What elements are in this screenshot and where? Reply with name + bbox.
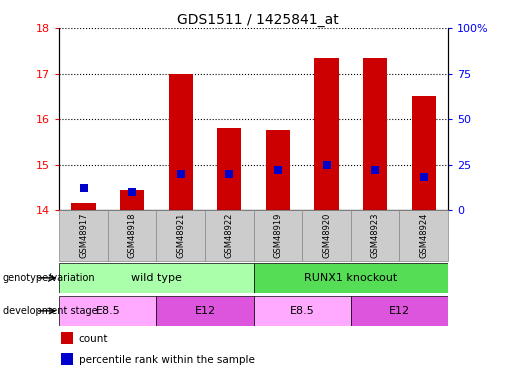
Text: GSM48923: GSM48923 xyxy=(371,213,380,258)
Text: E8.5: E8.5 xyxy=(95,306,120,316)
Text: wild type: wild type xyxy=(131,273,182,283)
Bar xyxy=(72,203,96,210)
Bar xyxy=(157,296,253,326)
Bar xyxy=(61,353,73,364)
Point xyxy=(371,167,379,173)
Text: genotype/variation: genotype/variation xyxy=(3,273,95,283)
Text: RUNX1 knockout: RUNX1 knockout xyxy=(304,273,398,283)
Bar xyxy=(205,210,253,261)
Bar xyxy=(411,96,436,210)
Text: GSM48922: GSM48922 xyxy=(225,213,234,258)
Text: percentile rank within the sample: percentile rank within the sample xyxy=(79,355,254,365)
Text: development stage: development stage xyxy=(3,306,97,316)
Bar xyxy=(157,210,205,261)
Bar xyxy=(351,210,400,261)
Text: E12: E12 xyxy=(389,306,410,316)
Point xyxy=(274,167,282,173)
Text: GSM48920: GSM48920 xyxy=(322,213,331,258)
Bar xyxy=(59,262,253,293)
Bar xyxy=(363,58,387,210)
Point xyxy=(225,171,233,177)
Point xyxy=(79,185,88,191)
Text: GSM48917: GSM48917 xyxy=(79,213,88,258)
Text: E8.5: E8.5 xyxy=(290,306,315,316)
Bar xyxy=(400,210,448,261)
Bar xyxy=(59,296,157,326)
Text: GSM48924: GSM48924 xyxy=(419,213,428,258)
Text: E12: E12 xyxy=(195,306,216,316)
Bar xyxy=(253,262,448,293)
Bar xyxy=(253,296,351,326)
Bar xyxy=(314,58,339,210)
Bar xyxy=(120,189,144,210)
Bar xyxy=(108,210,157,261)
Text: GSM48919: GSM48919 xyxy=(273,213,282,258)
Text: GDS1511 / 1425841_at: GDS1511 / 1425841_at xyxy=(177,13,338,27)
Point xyxy=(420,174,428,180)
Text: count: count xyxy=(79,334,108,344)
Point xyxy=(177,171,185,177)
Bar xyxy=(266,130,290,210)
Bar xyxy=(351,296,448,326)
Point xyxy=(322,162,331,168)
Text: GSM48918: GSM48918 xyxy=(128,213,136,258)
Bar xyxy=(302,210,351,261)
Bar xyxy=(253,210,302,261)
Bar xyxy=(168,74,193,210)
Bar xyxy=(217,128,242,210)
Point xyxy=(128,189,136,195)
Text: GSM48921: GSM48921 xyxy=(176,213,185,258)
Bar xyxy=(61,333,73,344)
Bar xyxy=(59,210,108,261)
